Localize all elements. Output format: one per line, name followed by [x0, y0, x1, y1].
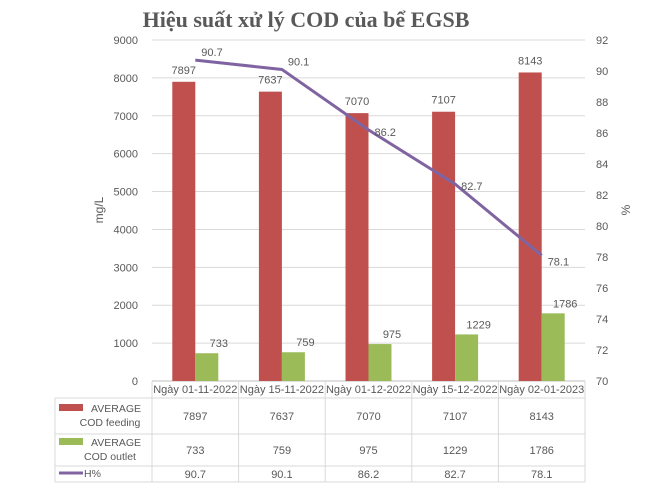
y-tick-label: 8000 [114, 73, 138, 85]
y2-tick-label: 92 [596, 35, 608, 47]
data-label: 7070 [345, 96, 369, 108]
legend-label: AVERAGE [91, 437, 141, 449]
table-cell: 7107 [443, 411, 467, 423]
bar-cod-outlet [281, 352, 305, 381]
x-tick-label: Ngày 02-01-2023 [499, 384, 584, 396]
y2-tick-label: 90 [596, 66, 608, 78]
table-cell: 86.2 [358, 469, 379, 481]
data-label: 759 [296, 337, 314, 349]
y-tick-label: 9000 [114, 35, 138, 47]
bar-cod-feeding [172, 81, 196, 381]
data-label: 7107 [431, 95, 455, 107]
legend-label: COD outlet [84, 451, 136, 463]
y-tick-label: 7000 [114, 111, 138, 123]
y-tick-label: 3000 [114, 262, 138, 274]
table-cell: 82.7 [444, 469, 465, 481]
y2-tick-label: 82 [596, 190, 608, 202]
y-tick-label: 4000 [114, 224, 138, 236]
data-label: 7637 [258, 75, 282, 87]
line-data-label: 82.7 [461, 181, 482, 193]
table-cell: 759 [273, 445, 291, 457]
bar-cod-feeding [258, 91, 282, 382]
line-data-label: 90.1 [288, 56, 309, 68]
x-tick-label: Ngày 15-11-2022 [240, 384, 324, 396]
data-label: 975 [383, 329, 401, 341]
y2-tick-label: 70 [596, 376, 608, 388]
line-data-label: 90.7 [201, 47, 222, 59]
x-tick-label: Ngày 01-11-2022 [153, 384, 237, 396]
y-tick-label: 0 [132, 376, 138, 388]
x-tick-label: Ngày 01-12-2022 [326, 384, 411, 396]
data-label: 1229 [466, 319, 490, 331]
bar-cod-feeding [518, 72, 542, 382]
legend-swatch [59, 438, 83, 445]
y2-tick-label: 74 [596, 314, 608, 326]
line-data-label: 86.2 [375, 127, 396, 139]
data-label: 733 [210, 338, 228, 350]
table-cell: 7897 [183, 411, 207, 423]
y2-tick-label: 86 [596, 128, 608, 140]
table-cell: 733 [186, 445, 204, 457]
y-tick-label: 1000 [114, 338, 138, 350]
x-tick-label: Ngày 15-12-2022 [413, 384, 498, 396]
y2-tick-label: 72 [596, 345, 608, 357]
table-cell: 7637 [270, 411, 294, 423]
legend-label: COD feeding [80, 417, 141, 429]
bar-cod-outlet [455, 334, 479, 381]
y2-tick-label: 78 [596, 252, 608, 264]
data-label: 1786 [553, 298, 577, 310]
legend-label: AVERAGE [91, 403, 141, 415]
table-cell: 90.1 [271, 469, 292, 481]
table-cell: 78.1 [531, 469, 552, 481]
table-cell: 1229 [443, 445, 467, 457]
data-label: 7897 [172, 65, 196, 77]
line-data-label: 78.1 [548, 256, 569, 268]
y-axis-label: mg/L [92, 196, 106, 223]
y2-tick-label: 76 [596, 283, 608, 295]
data-label: 8143 [518, 55, 542, 67]
table-cell: 7070 [356, 411, 380, 423]
table-cell: 975 [359, 445, 377, 457]
y-tick-label: 2000 [114, 300, 138, 312]
bar-cod-feeding [345, 113, 369, 382]
chart-title: Hiệu suất xử lý COD của bể EGSB [143, 7, 470, 32]
legend-label: H% [84, 468, 101, 480]
bar-cod-feeding [432, 111, 456, 381]
bar-cod-outlet [368, 344, 392, 381]
bar-cod-outlet [541, 313, 565, 381]
table-cell: 8143 [529, 411, 553, 423]
y2-tick-label: 84 [596, 159, 608, 171]
bar-cod-outlet [195, 353, 219, 381]
y2-axis-label: % [619, 204, 633, 215]
table-cell: 1786 [529, 445, 553, 457]
table-cell: 90.7 [185, 469, 206, 481]
legend-swatch [59, 404, 83, 411]
y-tick-label: 5000 [114, 187, 138, 199]
line-h-percent [195, 58, 543, 257]
y-tick-label: 6000 [114, 149, 138, 161]
y2-tick-label: 80 [596, 221, 608, 233]
y2-tick-label: 88 [596, 97, 608, 109]
